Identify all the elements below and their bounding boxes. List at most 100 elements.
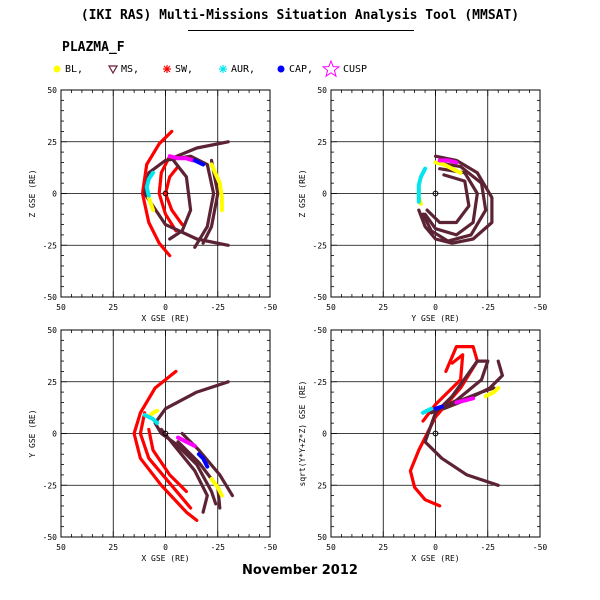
x-tick-label: -25 [211,543,226,552]
x-tick-label: 25 [378,303,388,312]
earth-marker [162,190,169,197]
orbit-track-boundary-layer [209,162,224,213]
y-tick-label: 25 [47,378,57,387]
orbit-track-boundary-layer [433,160,463,175]
x-tick-label: -50 [533,543,548,552]
y-tick-label: 25 [317,138,327,147]
legend-item-cusp: CUSP [322,60,367,78]
orbit-track-magnetosheath [176,440,222,510]
orbit-track-magnetosheath [168,140,230,241]
x-tick-label: 25 [108,303,118,312]
legend: BL, MS, SW, AUR, CAP, CUSP [52,60,382,78]
y-tick-label: -50 [43,293,58,302]
y-axis-label: Z GSE (RE) [28,169,37,217]
y-tick-label: -25 [43,481,58,490]
legend-label: AUR, [231,63,256,75]
y-tick-label: -50 [313,293,328,302]
x-tick-label: -25 [211,303,226,312]
orbit-track-boundary-layer [146,195,155,213]
y-tick-label: 0 [322,190,327,199]
orbit-track-cusp [167,154,195,163]
y-tick-label: 50 [47,326,57,335]
y-tick-label: -50 [313,326,328,335]
x-axis-label: Y GSE (RE) [411,314,459,323]
orbit-track-solar-wind [147,427,188,494]
y-tick-label: 0 [52,430,57,439]
x-tick-label: 0 [433,543,438,552]
orbit-track-cusp [454,396,476,405]
legend-star-icon [322,60,340,78]
title-underline [188,30,414,31]
orbit-track-magnetosheath [143,154,230,249]
earth-marker [432,190,439,197]
orbit-track-solar-wind [138,411,193,510]
orbit-track-solar-wind [157,154,178,233]
orbit-track-cusp [437,158,459,165]
x-axis-label: X GSE (RE) [141,554,189,563]
y-axis-label: Z GSE (RE) [298,169,307,217]
y-tick-label: -25 [313,378,328,387]
x-tick-label: 50 [326,303,336,312]
orbit-track-boundary-layer [209,477,224,498]
x-tick-label: 50 [326,543,336,552]
legend-item-cap: CAP, [276,60,313,78]
earth-marker [162,430,169,437]
x-tick-label: -50 [263,543,278,552]
legend-item-sw: SW, [162,60,193,78]
legend-label: CUSP [343,63,368,75]
orbit-track-magnetosheath [459,386,496,402]
orbit-track-solar-wind [408,345,479,508]
legend-label: SW, [175,63,194,75]
orbit-track-magnetosheath [423,167,479,237]
x-axis-label: X GSE (RE) [141,314,189,323]
legend-label: MS, [121,63,140,75]
x-tick-label: 25 [108,543,118,552]
legend-asterisk-icon [219,65,227,73]
orbit-track-magnetosheath [417,154,494,245]
x-tick-label: 0 [433,303,438,312]
orbit-track-aurora [421,406,434,415]
x-tick-label: 50 [56,303,66,312]
orbit-track-polar-cap [192,158,206,167]
orbit-track-magnetosheath [201,158,220,245]
orbit-track-solar-wind [140,129,174,258]
x-tick-label: 25 [378,543,388,552]
orbit-track-aurora [142,412,160,426]
legend-dot-icon [53,65,61,73]
mission-name: PLAZMA_F [62,40,125,55]
footer-date: November 2012 [242,563,358,578]
orbit-track-boundary-layer [483,386,501,399]
y-axis-label: Y GSE (RE) [28,409,37,457]
orbit-track-magnetosheath [421,160,488,243]
orbit-track-aurora [416,166,428,204]
orbit-track-magnetosheath [159,427,209,514]
orbit-track-aurora [144,170,155,198]
x-tick-label: -25 [481,543,496,552]
legend-label: BL, [65,63,84,75]
legend-label: CAP, [289,63,314,75]
y-tick-label: 50 [317,86,327,95]
y-tick-label: 0 [52,190,57,199]
orbit-track-polar-cap [196,452,210,469]
orbit-track-cusp [176,435,197,448]
y-tick-label: 0 [322,430,327,439]
legend-dot-icon [277,65,285,73]
orbit-track-magnetosheath [423,359,500,487]
y-tick-label: -50 [43,533,58,542]
x-tick-label: 0 [163,303,168,312]
legend-triangle-icon [108,65,118,74]
earth-marker [432,430,439,437]
x-tick-label: -50 [263,303,278,312]
y-tick-label: -25 [313,241,328,250]
x-tick-label: -50 [533,303,548,312]
orbit-track-solar-wind [163,165,184,227]
x-tick-label: -25 [481,303,496,312]
orbit-track-polar-cap [433,404,444,411]
page-title: (IKI RAS) Multi-Missions Situation Analy… [80,8,520,23]
orbit-track-magnetosheath [425,173,471,225]
y-tick-label: 25 [47,138,57,147]
x-axis-label: X GSE (RE) [411,554,459,563]
legend-item-aur: AUR, [218,60,255,78]
orbit-track-solar-wind [132,369,199,522]
